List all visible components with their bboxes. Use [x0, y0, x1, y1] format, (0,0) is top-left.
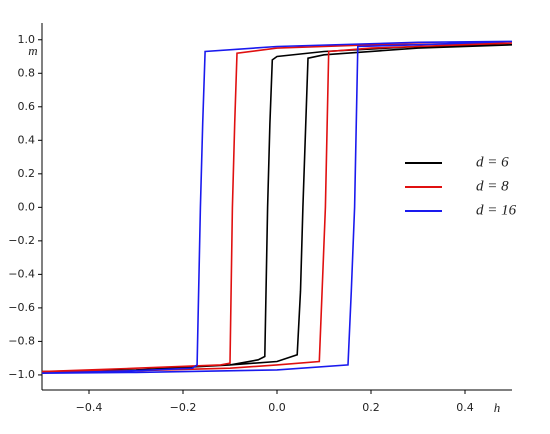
- legend-label: d = 6: [476, 154, 509, 170]
- y-tick-label: −0.4: [8, 267, 35, 280]
- series-line: [41, 40, 513, 374]
- y-axis-label: m: [28, 43, 37, 58]
- y-tick-label: 0.2: [18, 167, 36, 180]
- y-tick-label: 0.6: [18, 100, 36, 113]
- y-tick-label: −0.2: [8, 234, 35, 247]
- legend-label: d = 16: [476, 202, 517, 218]
- x-tick-label: 0.0: [268, 401, 286, 414]
- y-tick-label: 0.0: [18, 200, 36, 213]
- x-tick-label: 0.4: [456, 401, 474, 414]
- y-tick-label: −0.6: [8, 301, 35, 314]
- x-axis-label: h: [494, 400, 501, 415]
- series-line: [41, 42, 513, 373]
- y-tick-label: −0.8: [8, 334, 35, 347]
- x-tick-label: −0.2: [170, 401, 197, 414]
- x-tick-label: −0.4: [76, 401, 103, 414]
- x-tick-label: 0.2: [362, 401, 380, 414]
- y-tick-label: 0.4: [18, 133, 36, 146]
- legend-label: d = 8: [476, 178, 509, 194]
- y-tick-label: 1.0: [18, 33, 36, 46]
- series-line: [41, 44, 513, 373]
- y-tick-label: −1.0: [8, 368, 35, 381]
- y-tick-label: 0.8: [18, 66, 36, 79]
